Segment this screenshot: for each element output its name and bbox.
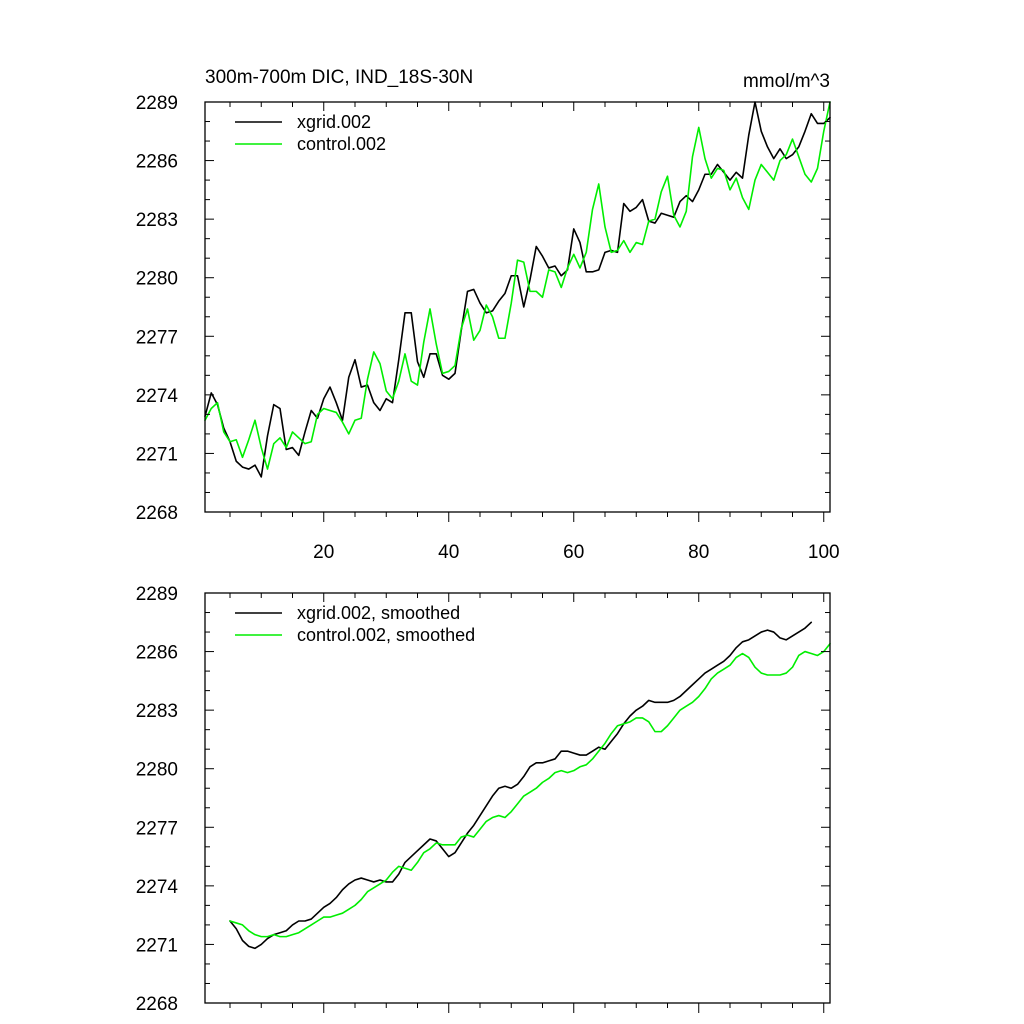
panel-top-frame <box>204 101 831 513</box>
panel-top-x-labels: 20 40 60 80 100 <box>313 542 839 563</box>
y-tick-label: 2268 <box>136 994 178 1015</box>
legend-bottom-control-label: control.002, smoothed <box>297 625 475 645</box>
panel-top-y-labels: 2268 2271 2274 2277 2280 2283 2286 2289 <box>136 93 179 524</box>
panel-top: 300m-700m DIC, IND_18S-30N mmol/m^3 2268… <box>136 67 840 563</box>
y-tick-label: 2274 <box>136 386 179 407</box>
panel-top-title: 300m-700m DIC, IND_18S-30N <box>205 67 473 88</box>
y-tick-label: 2286 <box>136 152 178 173</box>
panel-bottom-series-layer <box>229 621 831 950</box>
y-tick-label: 2280 <box>136 760 178 781</box>
y-tick-label: 2283 <box>136 701 178 722</box>
y-tick-label: 2289 <box>136 584 178 605</box>
panel-bottom-frame <box>204 592 831 1004</box>
y-tick-label: 2286 <box>136 643 178 664</box>
y-tick-label: 2289 <box>136 93 178 114</box>
y-tick-label: 2280 <box>136 269 178 290</box>
y-tick-label: 2274 <box>136 877 179 898</box>
panel-bottom-ticks <box>205 592 830 1013</box>
panel-top-units: mmol/m^3 <box>743 71 830 92</box>
legend-top-control-label: control.002 <box>297 134 386 154</box>
x-tick-label: 40 <box>438 542 459 563</box>
x-tick-label: 80 <box>688 542 709 563</box>
panel-bottom: 2268 2271 2274 2277 2280 2283 2286 2289 xgrid.0… <box>136 584 831 1015</box>
legend-top-xgrid-label: xgrid.002 <box>297 112 371 132</box>
y-tick-label: 2268 <box>136 503 178 524</box>
y-tick-label: 2283 <box>136 210 178 231</box>
series-line-xgrid <box>229 621 813 950</box>
panel-bottom-y-labels: 2268 2271 2274 2277 2280 2283 2286 2289 <box>136 584 179 1015</box>
x-tick-label: 20 <box>313 542 334 563</box>
panel-top-legend: xgrid.002 control.002 <box>235 112 386 154</box>
series-line-control <box>204 101 831 470</box>
x-tick-label: 100 <box>808 542 840 563</box>
panel-top-ticks <box>205 101 830 522</box>
series-line-control <box>229 642 831 938</box>
y-tick-label: 2271 <box>136 444 178 465</box>
legend-bottom-xgrid-label: xgrid.002, smoothed <box>297 603 460 623</box>
panel-top-series-layer <box>204 101 831 478</box>
y-tick-label: 2271 <box>136 935 178 956</box>
y-tick-label: 2277 <box>136 818 178 839</box>
panel-bottom-legend: xgrid.002, smoothed control.002, smoothe… <box>235 603 475 645</box>
x-tick-label: 60 <box>563 542 584 563</box>
y-tick-label: 2277 <box>136 327 178 348</box>
